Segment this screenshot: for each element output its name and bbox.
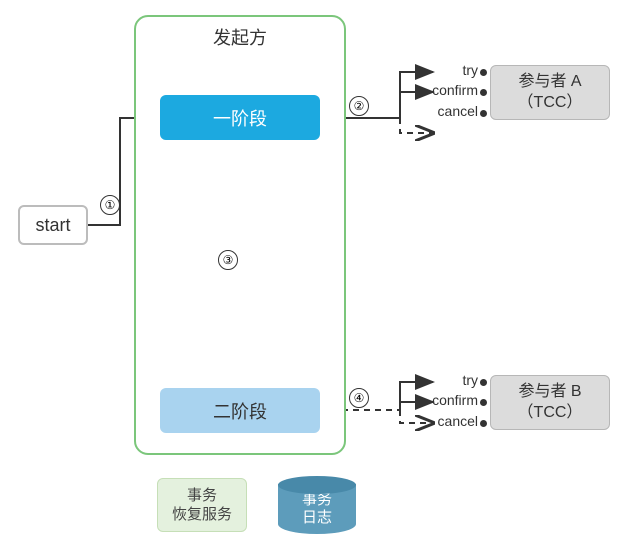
label-a-try: try xyxy=(428,62,478,78)
label-b-try: try xyxy=(428,372,478,388)
label-b-cancel: cancel xyxy=(423,413,478,429)
participant-a: 参与者 A （TCC） xyxy=(490,65,610,120)
step-3: ③ xyxy=(218,250,238,270)
participant-b: 参与者 B （TCC） xyxy=(490,375,610,430)
dot-a-try xyxy=(480,69,487,76)
start-node: start xyxy=(18,205,88,245)
log-cylinder-top xyxy=(278,476,356,494)
dot-b-confirm xyxy=(480,399,487,406)
label-b-confirm: confirm xyxy=(418,392,478,408)
label-a-confirm: confirm xyxy=(418,82,478,98)
participant-a-line2: （TCC） xyxy=(518,93,583,114)
dot-a-cancel xyxy=(480,110,487,117)
recovery-line2: 恢复服务 xyxy=(172,505,232,525)
step-2: ② xyxy=(349,96,369,116)
participant-b-line1: 参与者 B xyxy=(518,382,581,403)
step-1: ① xyxy=(100,195,120,215)
log-line2: 日志 xyxy=(302,509,332,527)
participant-a-line1: 参与者 A xyxy=(518,72,581,93)
step-4: ④ xyxy=(349,388,369,408)
participant-b-line2: （TCC） xyxy=(518,403,583,424)
dot-b-cancel xyxy=(480,420,487,427)
label-a-cancel: cancel xyxy=(423,103,478,119)
initiator-title: 发起方 xyxy=(134,24,346,50)
dot-a-confirm xyxy=(480,89,487,96)
phase2-node: 二阶段 xyxy=(160,388,320,433)
phase1-node: 一阶段 xyxy=(160,95,320,140)
dot-b-try xyxy=(480,379,487,386)
recovery-line1: 事务 xyxy=(187,486,217,506)
recovery-service: 事务 恢复服务 xyxy=(157,478,247,532)
